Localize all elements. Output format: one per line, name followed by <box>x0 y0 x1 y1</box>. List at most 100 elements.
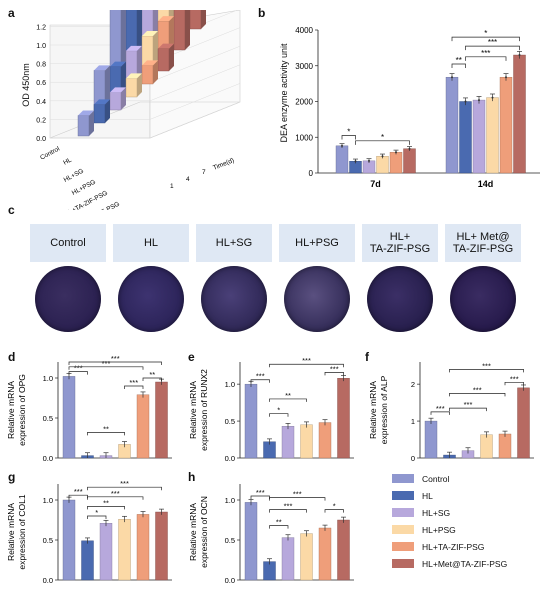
chart-sig-label: ** <box>103 498 109 507</box>
chart-a-bar-side <box>169 43 174 71</box>
chart-b-category-label: 7d <box>370 179 381 189</box>
chart-a-time-axis-title: Time(d) <box>212 157 235 172</box>
panel-letter-g: g <box>8 470 16 484</box>
chart-bar <box>300 533 313 581</box>
chart-sig-label: *** <box>510 374 519 383</box>
chart-a-bar-side <box>121 87 126 110</box>
legend-label: Control <box>422 473 450 484</box>
chart-a-bar-side <box>153 60 158 84</box>
chart-sig-bracket <box>430 411 450 415</box>
chart-ytick: 0.0 <box>43 454 53 463</box>
chart-sig-label: *** <box>129 378 138 387</box>
chart-bar <box>136 394 150 459</box>
chart-ytick: 0.5 <box>225 417 235 426</box>
legend-label: HL+SG <box>422 507 451 518</box>
chart-a-category-label: HL <box>62 156 73 166</box>
chart-sig-bracket <box>87 486 162 491</box>
chart-ytick: 1 <box>411 417 415 426</box>
chart-sig-label: *** <box>256 372 265 381</box>
chart-a-bar-side <box>185 10 190 50</box>
chart-b-point <box>395 151 397 154</box>
chart-b-point <box>354 160 357 163</box>
legend-swatch <box>392 491 414 500</box>
chart-b-sig-label: * <box>347 127 350 136</box>
chart-a-category-label: HL+SG <box>63 168 85 184</box>
chart-b-sig-label: * <box>484 29 487 38</box>
legend-label: HL <box>422 490 433 501</box>
chart-sig-bracket <box>68 371 88 375</box>
chart-sig-label: *** <box>74 364 83 373</box>
chart-a-ytick: 0.8 <box>36 62 46 69</box>
chart-a-ytick: 1.2 <box>36 24 46 31</box>
chart-b-bar <box>403 148 416 174</box>
chart-b-point <box>478 99 480 102</box>
chart-sig-bracket <box>87 506 125 510</box>
chart-bar <box>281 537 295 581</box>
chart-b-point <box>491 96 494 99</box>
legend-item: Control <box>392 470 507 487</box>
chart-a-bar-top <box>126 45 142 51</box>
chart-b-point <box>408 147 411 150</box>
chart-bar <box>62 376 76 459</box>
chart-bar <box>300 424 313 459</box>
chart-a-bar-side <box>201 10 206 29</box>
chart-sig-label: *** <box>256 488 265 497</box>
chart-bar <box>318 527 332 581</box>
chart-a-gridline-side <box>149 83 241 120</box>
chart-a-bar-top <box>94 99 110 105</box>
chart-a-gridline-side <box>149 101 241 139</box>
legend-item: HL+TA-ZIF-PSG <box>392 538 507 555</box>
chart-a-bar-top <box>78 110 94 116</box>
chart-b-bar <box>513 54 526 174</box>
chart-sig-label: *** <box>284 502 293 511</box>
legend-swatch <box>392 559 414 568</box>
chart-b-bar <box>445 76 459 174</box>
chart-b-ytick: 2000 <box>295 98 313 107</box>
legend-label: HL+Met@TA-ZIF-PSG <box>422 558 508 569</box>
chart-ytick: 0.5 <box>43 536 53 545</box>
chart-sig-label: * <box>277 406 280 415</box>
chart-b-sig-label: ** <box>456 56 462 65</box>
chart-sig-bracket <box>87 515 107 519</box>
chart-sig-label: *** <box>74 487 83 496</box>
chart-sig-label: ** <box>103 424 109 433</box>
chart-bar <box>281 426 295 459</box>
legend-label: HL+TA-ZIF-PSG <box>422 541 485 552</box>
chart-sig-bracket <box>269 363 344 368</box>
chart-f-alp: Relative mRNA expression of ALP012*******… <box>368 361 534 463</box>
chart-bar <box>244 383 258 459</box>
chart-sig-label: *** <box>473 385 482 394</box>
chart-a-category-label: HL+PSG <box>71 179 97 197</box>
panel-c-header: HL+SG <box>196 224 272 262</box>
panel-c-stained-well <box>450 266 516 332</box>
chart-sig-label: *** <box>302 356 311 365</box>
chart-a-ytick: 0.6 <box>36 80 46 87</box>
chart-b-sig-bracket <box>341 135 356 140</box>
chart-a-bar-side <box>105 99 110 123</box>
chart-a-time-label: 1 <box>170 183 174 190</box>
chart-sig-label: ** <box>149 370 155 379</box>
chart-a-bar-top <box>158 43 174 49</box>
chart-b-ylabel: DEA enzyme activity unit <box>279 43 289 143</box>
panel-letter-e: e <box>188 350 195 364</box>
chart-sig-label: *** <box>482 361 491 370</box>
chart-h-ocn: Relative mRNA expression of OCN 0.0 0.5 1.0 *… <box>188 484 354 585</box>
chart-a-bar <box>109 92 122 111</box>
chart-b-point <box>505 76 507 79</box>
legend-swatch <box>392 474 414 483</box>
legend-item: HL+SG <box>392 504 507 521</box>
chart-bar <box>337 519 350 581</box>
chart-ylabel-line1: Relative mRNA <box>6 503 16 561</box>
chart-sig-bracket <box>449 369 524 373</box>
chart-ytick: 0.0 <box>43 576 53 585</box>
panel-c-stained-well <box>118 266 184 332</box>
chart-a-ytick: 0.2 <box>36 117 46 124</box>
chart-a-bar <box>141 65 154 85</box>
chart-a-ytick: 0.4 <box>36 99 46 106</box>
legend-item: HL <box>392 487 507 504</box>
chart-sig-bracket <box>269 525 289 529</box>
chart-b-bar <box>499 76 513 174</box>
chart-sig-bracket <box>449 393 506 397</box>
